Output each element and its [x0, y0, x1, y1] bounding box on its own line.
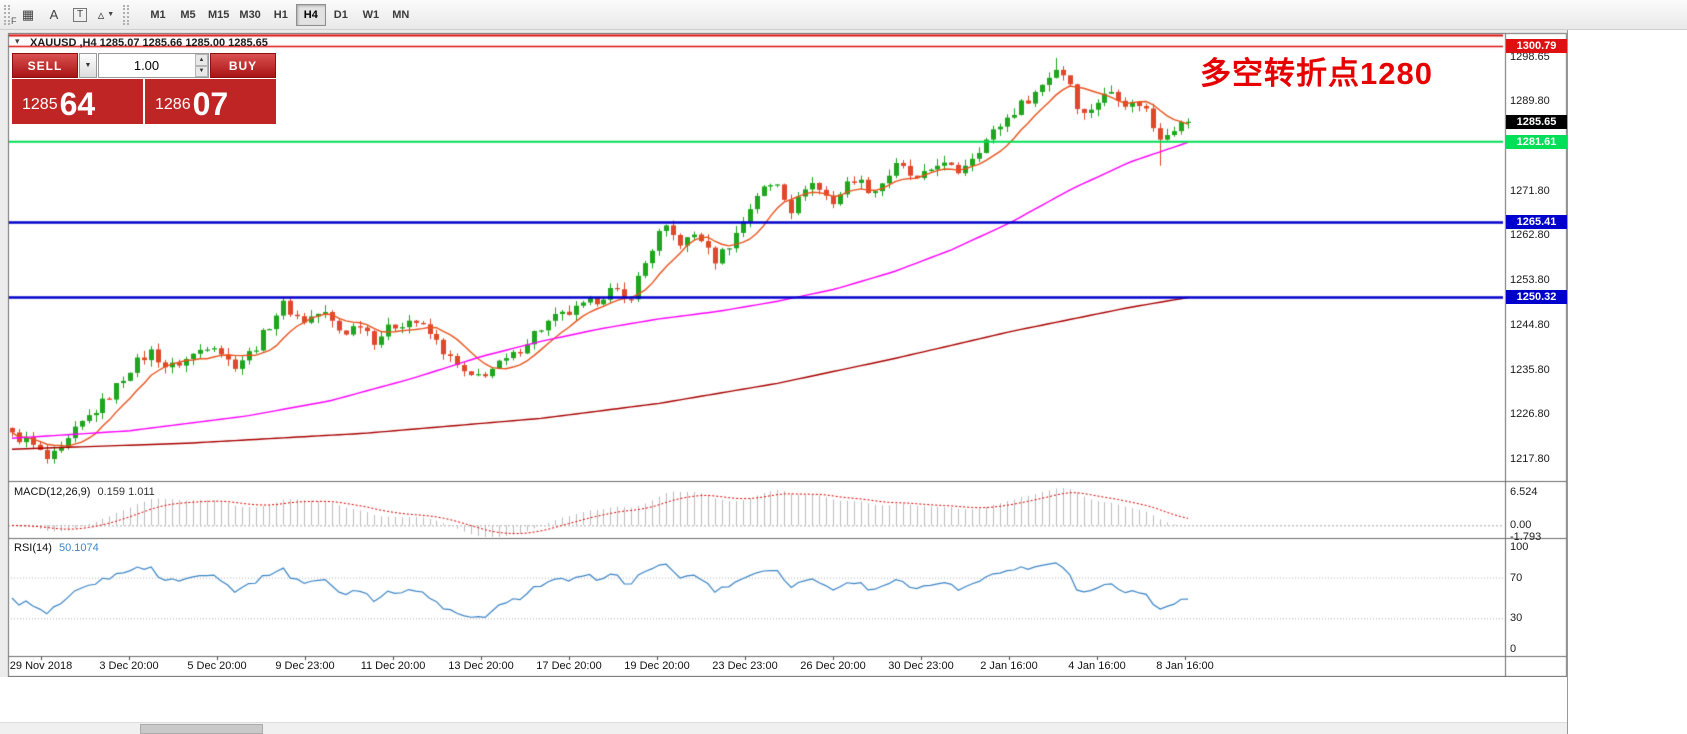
current-price-badge: 1285.65	[1506, 114, 1567, 129]
price-level-badge: 1250.32	[1506, 290, 1567, 305]
pane-separator[interactable]	[8, 536, 1505, 540]
tf-button-h1[interactable]: H1	[273, 8, 288, 21]
sell-price-pips: 64	[59, 86, 96, 122]
tf-button-d1[interactable]: D1	[333, 8, 348, 21]
time-axis-label: 11 Dec 20:00	[360, 660, 426, 672]
drawing-tools-group: ▦ A T ▵ ▼	[15, 3, 119, 27]
time-axis-label: 29 Nov 2018	[9, 660, 73, 672]
timeframe-buttons-group: M1 M5 M15 M30 H1 H4 D1 W1 MN	[143, 3, 416, 26]
time-axis-label: 3 Dec 20:00	[99, 660, 159, 672]
crosshair-grid-icon[interactable]: ▦	[21, 6, 35, 22]
macd-indicator-label: MACD(12,26,9) 0.159 1.011	[14, 486, 155, 498]
price-axis-label: 1271.80	[1510, 184, 1550, 197]
price-level-badge: 1300.79	[1506, 39, 1567, 54]
volume-decrease-button[interactable]: ▼	[195, 65, 208, 77]
one-click-trading-panel: SELL ▼ ▲ ▼ BUY 1285 64 1286 07	[12, 53, 276, 124]
time-axis-label: 23 Dec 23:00	[712, 660, 778, 672]
macd-values: 0.159 1.011	[97, 486, 155, 498]
volume-increase-button[interactable]: ▲	[195, 54, 208, 66]
text-a-icon[interactable]: A	[49, 7, 59, 22]
buy-price-display[interactable]: 1286 07	[145, 79, 276, 124]
rsi-axis-label: 30	[1510, 612, 1523, 625]
macd-axis-label: 6.524	[1510, 486, 1538, 498]
toolbar-grip[interactable]	[4, 4, 10, 25]
scrollbar-thumb[interactable]	[140, 724, 263, 734]
price-level-badge: 1281.61	[1506, 134, 1567, 149]
time-axis-label: 2 Jan 16:00	[980, 660, 1038, 672]
volume-input[interactable]	[99, 54, 208, 77]
price-axis-label: 1226.80	[1510, 408, 1550, 421]
volume-spinner: ▲ ▼	[195, 54, 208, 77]
chart-annotation-text[interactable]: 多空转折点1280	[1200, 56, 1433, 91]
rsi-axis-label: 100	[1510, 541, 1529, 553]
time-axis-label: 8 Jan 16:00	[1156, 660, 1214, 672]
tf-button-m15[interactable]: M15	[208, 8, 230, 21]
tf-button-m30[interactable]: M30	[239, 8, 261, 21]
price-axis-label: 1244.80	[1510, 318, 1550, 331]
pane-separator[interactable]	[8, 654, 1505, 658]
dropdown-arrow-icon: ▼	[84, 62, 92, 69]
shapes-icon: ▵	[97, 6, 105, 22]
volume-field: ▲ ▼	[98, 53, 209, 78]
macd-axis-label: 0.00	[1510, 519, 1532, 532]
chart-title: XAUUSD ,H4 1285.07 1285.66 1285.00 1285.…	[30, 37, 268, 49]
price-axis-label: 1235.80	[1510, 363, 1550, 376]
pane-separator[interactable]	[8, 479, 1505, 483]
price-axis-label: 1289.80	[1510, 95, 1550, 108]
shapes-icon[interactable]: ▵ ▼	[94, 3, 118, 27]
time-axis-label: 9 Dec 23:00	[275, 660, 335, 672]
time-axis-label: 19 Dec 20:00	[624, 660, 690, 672]
rsi-axis-label: 70	[1510, 571, 1523, 584]
price-axis-label: 1217.80	[1510, 453, 1550, 466]
toolbar: ▦ A T ▵ ▼ M1 M5 M15 M30 H1 H4 D1 W1 MN	[0, 0, 1687, 30]
sell-price-display[interactable]: 1285 64	[12, 79, 143, 124]
sell-button[interactable]: SELL	[12, 53, 78, 78]
horizontal-scrollbar[interactable]	[0, 722, 1567, 734]
buy-price-main: 1286	[155, 96, 191, 113]
buy-button[interactable]: BUY	[210, 53, 276, 78]
toolbar-f-label: F	[11, 16, 17, 26]
volume-dropdown[interactable]: ▼	[79, 53, 97, 78]
time-axis-label: 4 Jan 16:00	[1068, 660, 1126, 672]
rsi-axis-label: 0	[1510, 643, 1517, 655]
macd-axis-label: -1.793	[1510, 531, 1542, 543]
right-side-panel	[1567, 30, 1687, 734]
rsi-name: RSI(14)	[14, 542, 52, 554]
time-axis-label: 30 Dec 23:00	[888, 660, 954, 672]
one-click-toggle-icon[interactable]: ▾	[15, 36, 20, 46]
text-label-icon[interactable]: T	[68, 3, 92, 27]
time-axis-label: 5 Dec 20:00	[187, 660, 247, 672]
price-axis-label: 1253.80	[1510, 274, 1550, 287]
tf-button-h4[interactable]: H4	[295, 3, 326, 26]
time-axis-label: 26 Dec 20:00	[800, 660, 866, 672]
text-label-icon: T	[72, 7, 88, 22]
buy-price-pips: 07	[192, 86, 229, 122]
macd-name: MACD(12,26,9)	[14, 486, 91, 498]
price-axis-label: 1298.65	[1510, 51, 1550, 64]
price-axis-label: 1262.80	[1510, 229, 1550, 242]
price-level-badge: 1265.41	[1506, 215, 1567, 230]
sell-price-main: 1285	[22, 96, 58, 113]
tf-button-m1[interactable]: M1	[150, 8, 166, 21]
dropdown-arrow-icon: ▼	[107, 11, 115, 18]
tf-button-w1[interactable]: W1	[362, 8, 380, 21]
time-axis-label: 13 Dec 20:00	[448, 660, 514, 672]
rsi-value: 50.1074	[58, 542, 99, 554]
tf-button-m5[interactable]: M5	[180, 8, 196, 21]
bottom-spacer	[0, 677, 1567, 722]
rsi-indicator-label: RSI(14) 50.1074	[14, 542, 99, 554]
toolbar-grip[interactable]	[123, 4, 129, 25]
time-axis-label: 17 Dec 20:00	[536, 660, 602, 672]
tf-button-mn[interactable]: MN	[392, 8, 410, 21]
